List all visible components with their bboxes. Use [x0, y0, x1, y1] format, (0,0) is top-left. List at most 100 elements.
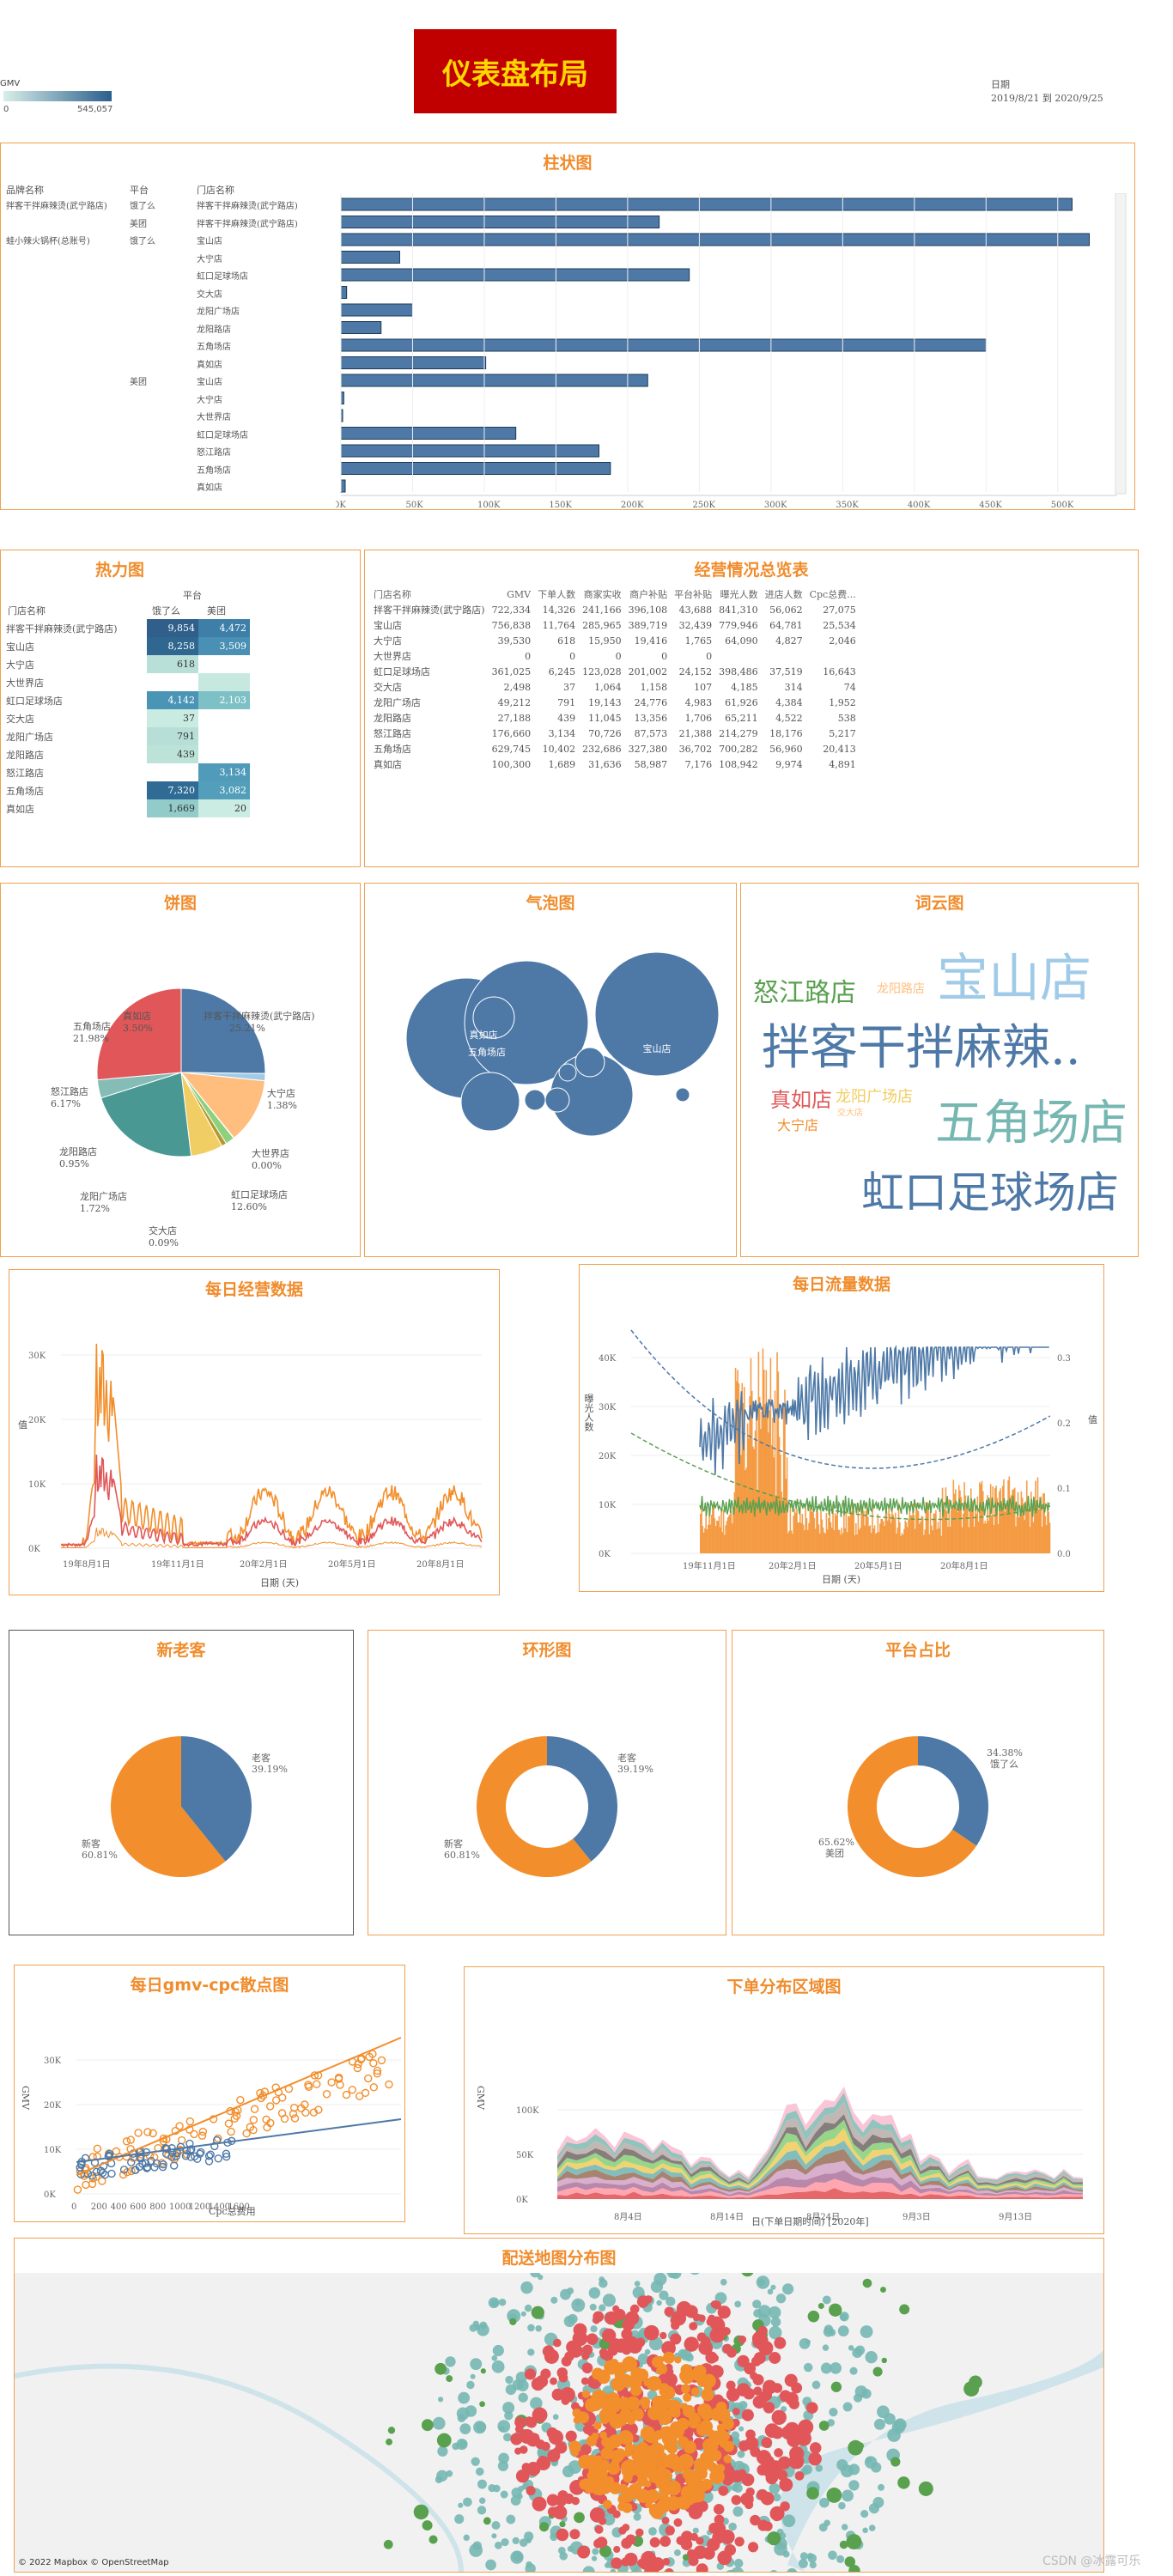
heat-cell[interactable]: 791	[147, 727, 198, 745]
scatter-point[interactable]	[134, 2129, 143, 2137]
overview-header[interactable]: 门店名称	[374, 589, 411, 600]
scatter-point[interactable]	[82, 2180, 90, 2190]
scatter-point[interactable]	[385, 2080, 393, 2089]
word-hongkou[interactable]: 虹口足球场店	[861, 1168, 1119, 1218]
scatter-point[interactable]	[127, 2166, 136, 2176]
scatter-point[interactable]	[149, 2129, 157, 2138]
scatter-point[interactable]	[301, 2108, 310, 2117]
heat-cell[interactable]	[147, 673, 198, 691]
heat-cell[interactable]: 3,134	[198, 763, 250, 781]
heat-cell[interactable]: 3,082	[198, 781, 250, 799]
scatter-point[interactable]	[131, 2166, 140, 2174]
scatter-point[interactable]	[369, 2083, 379, 2092]
scatter-point[interactable]	[342, 2090, 351, 2099]
heat-cell[interactable]: 8,258	[147, 637, 198, 655]
heat-cell[interactable]	[147, 763, 198, 781]
bubble[interactable]	[594, 951, 720, 1077]
scatter-point[interactable]	[265, 2102, 275, 2111]
scatter-point[interactable]	[313, 2080, 321, 2088]
bubble[interactable]	[675, 1087, 690, 1103]
scatter-point[interactable]	[373, 2069, 381, 2078]
scatter-point[interactable]	[250, 2105, 259, 2113]
scatter-point[interactable]	[73, 2185, 82, 2194]
scatter-point[interactable]	[177, 2136, 186, 2145]
scatter-point[interactable]	[214, 2154, 222, 2163]
scatter-point[interactable]	[204, 2152, 214, 2160]
bubble[interactable]	[472, 996, 515, 1039]
scatter-point[interactable]	[190, 2129, 198, 2139]
scatter-point[interactable]	[192, 2154, 202, 2163]
scatter-point[interactable]	[236, 2096, 245, 2105]
scatter-point[interactable]	[222, 2149, 231, 2158]
scatter-point[interactable]	[369, 2059, 378, 2068]
scatter-point[interactable]	[198, 2127, 208, 2136]
scatter-point[interactable]	[327, 2078, 336, 2087]
scatter-point[interactable]	[314, 2105, 323, 2114]
overview-header[interactable]: GMV	[507, 588, 532, 600]
scatter-point[interactable]	[263, 2123, 271, 2132]
scatter-point[interactable]	[100, 2170, 110, 2179]
scatter-point[interactable]	[176, 2142, 185, 2151]
scatter-point[interactable]	[258, 2091, 268, 2100]
scatter-point[interactable]	[126, 2136, 135, 2144]
overview-header[interactable]: 进店人数	[764, 589, 803, 600]
scatter-point[interactable]	[93, 2144, 102, 2154]
gmv-legend-bar[interactable]	[3, 91, 112, 101]
scatter-point[interactable]	[204, 2157, 214, 2166]
overview-header[interactable]: 商户补贴	[629, 589, 668, 600]
heat-cell[interactable]: 37	[147, 709, 198, 727]
scatter-point[interactable]	[167, 2153, 176, 2161]
heat-cell[interactable]: 1,669	[147, 799, 198, 817]
bar-chart-svg[interactable]: 0K 50K 100K 150K 200K 250K 300K 350K 400K 450K 500…	[336, 193, 1134, 511]
scatter-point[interactable]	[222, 2152, 231, 2161]
scatter-point[interactable]	[373, 2066, 382, 2075]
pie-slice[interactable]	[179, 1072, 266, 1139]
bubble[interactable]	[524, 1089, 546, 1111]
pie-slice[interactable]	[181, 1736, 252, 1862]
bar[interactable]	[340, 268, 690, 282]
scatter-point[interactable]	[98, 2168, 107, 2178]
heat-cell[interactable]: 4,142	[147, 691, 198, 709]
scatter-point[interactable]	[92, 2167, 101, 2176]
bar[interactable]	[340, 303, 413, 317]
scatter-point[interactable]	[157, 2159, 167, 2167]
overview-header[interactable]: 曝光人数	[720, 589, 758, 600]
word-jiaoda[interactable]: 交大店	[837, 1109, 863, 1118]
bar[interactable]	[340, 356, 487, 369]
scatter-point[interactable]	[377, 2056, 386, 2065]
heat-cell[interactable]: 20	[198, 799, 250, 817]
bar[interactable]	[340, 392, 344, 404]
pie-slice[interactable]	[848, 1736, 977, 1877]
scatter-point[interactable]	[364, 2074, 373, 2083]
overview-header[interactable]: 平台补贴	[674, 589, 713, 600]
pie-slice[interactable]	[100, 1072, 192, 1157]
scatter-point[interactable]	[143, 2128, 152, 2136]
pie-slice[interactable]	[547, 1736, 617, 1862]
scatter-point[interactable]	[158, 2162, 167, 2172]
heat-cell[interactable]: 7,320	[147, 781, 198, 799]
bar[interactable]	[340, 233, 1091, 246]
bar[interactable]	[340, 444, 600, 458]
scatter-point[interactable]	[127, 2158, 136, 2167]
scatter-point[interactable]	[249, 2116, 258, 2124]
scatter-point[interactable]	[289, 2110, 298, 2118]
scatter-point[interactable]	[185, 2117, 195, 2126]
scatter-point[interactable]	[348, 2086, 356, 2094]
bar[interactable]	[340, 462, 611, 475]
scatter-point[interactable]	[98, 2177, 106, 2185]
pie-slice[interactable]	[110, 1736, 226, 1877]
bar[interactable]	[340, 286, 348, 299]
scatter-point[interactable]	[361, 2088, 370, 2098]
scatter-point[interactable]	[198, 2131, 207, 2140]
heat-cell[interactable]	[198, 655, 250, 673]
scatter-point[interactable]	[169, 2161, 179, 2170]
scatter-point[interactable]	[322, 2090, 331, 2099]
heat-cell[interactable]	[198, 709, 250, 727]
daily-flow-svg[interactable]: 0K 10K 20K 30K 40K 0.0 0.1 0.2 0.3 19年11月1日 20年2月1…	[580, 1296, 1103, 1588]
scatter-point[interactable]	[173, 2148, 181, 2158]
